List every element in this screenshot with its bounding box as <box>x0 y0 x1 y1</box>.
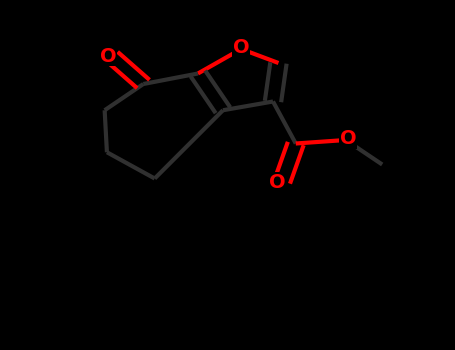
Text: O: O <box>233 38 249 57</box>
Text: O: O <box>269 173 286 191</box>
Text: O: O <box>340 129 356 148</box>
Text: O: O <box>100 47 116 65</box>
